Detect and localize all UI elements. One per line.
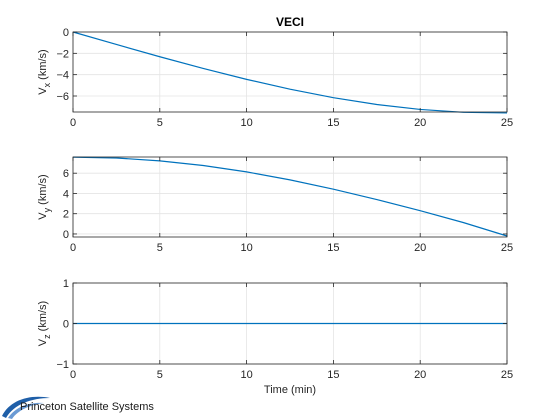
axes-3-y-tick-label: −1	[56, 359, 69, 371]
axes-3-x-tick-label: 25	[501, 369, 513, 381]
axes-3-y-axis-label-unit: (km/s)	[37, 301, 49, 335]
axes-1-y-tick-label: −6	[56, 91, 69, 103]
axes-1-x-tick-label: 25	[501, 117, 513, 129]
axes-2-y-tick-label: 2	[63, 209, 69, 221]
logo-text: Princeton Satellite Systems	[20, 401, 154, 413]
axes-3-y-axis-label-subscript: z	[42, 334, 52, 339]
axes-1-y-axis-label: Vx (km/s)	[37, 49, 52, 94]
axes-2-y-axis-label-subscript: y	[42, 207, 52, 212]
axes-1-title: VECI	[276, 15, 304, 29]
axes-1-x-tick-label: 10	[240, 117, 252, 129]
axes-2-plot-area	[73, 157, 507, 237]
axes-1-y-tick-label: −2	[56, 48, 69, 60]
axes-3-x-tick-label: 5	[157, 369, 163, 381]
axes-1-x-tick-label: 15	[327, 117, 339, 129]
axes-2-x-tick-label: 20	[414, 242, 426, 254]
axes-3-y-tick-label: 0	[63, 319, 69, 331]
axes-1-series-line-1	[72, 31, 508, 114]
axes-1-frame	[72, 31, 508, 113]
axes-1-y-axis-label-subscript: x	[42, 82, 52, 87]
axes-3-y-axis-label: Vz (km/s)	[37, 301, 52, 346]
axes-2-x-tick-label: 0	[70, 242, 76, 254]
axes-2-x-tick-label: 5	[157, 242, 163, 254]
axes-2-y-tick-label: 4	[63, 188, 69, 200]
axes-1-y-tick-label: −4	[56, 70, 69, 82]
princeton-logo-icon	[2, 396, 50, 419]
axes-1-y-tick-label: 0	[63, 27, 69, 39]
axes-2-x-tick-label: 10	[240, 242, 252, 254]
axes-1-plot-area	[73, 32, 507, 112]
axes-3-y-axis-label-main: V	[37, 338, 49, 346]
axes-2-y-axis-label-unit: (km/s)	[37, 174, 49, 208]
axes-3-x-axis-label: Time (min)	[264, 384, 316, 396]
axes-2-y-axis-label-main: V	[37, 212, 49, 220]
axes-2-x-tick-label: 15	[327, 242, 339, 254]
axes-2-y-tick-label: 0	[63, 229, 69, 241]
axes-3-x-tick-label: 15	[327, 369, 339, 381]
axes-3-x-tick-label: 10	[240, 369, 252, 381]
axes-1-x-tick-label: 5	[157, 117, 163, 129]
axes-2-y-axis-label: Vy (km/s)	[37, 174, 52, 219]
axes-1-y-axis-label-unit: (km/s)	[37, 49, 49, 83]
axes-2-y-tick-label: 6	[63, 168, 69, 180]
axes-3-y-tick-label: 1	[63, 278, 69, 290]
axes-2-frame	[72, 156, 508, 238]
axes-1-y-axis-label-main: V	[37, 87, 49, 95]
axes-1-x-tick-label: 20	[414, 117, 426, 129]
axes-2-x-tick-label: 25	[501, 242, 513, 254]
axes-3-x-tick-label: 20	[414, 369, 426, 381]
axes-2-series-line-1	[72, 156, 508, 237]
axes-1-x-tick-label: 0	[70, 117, 76, 129]
axes-3-x-tick-label: 0	[70, 369, 76, 381]
